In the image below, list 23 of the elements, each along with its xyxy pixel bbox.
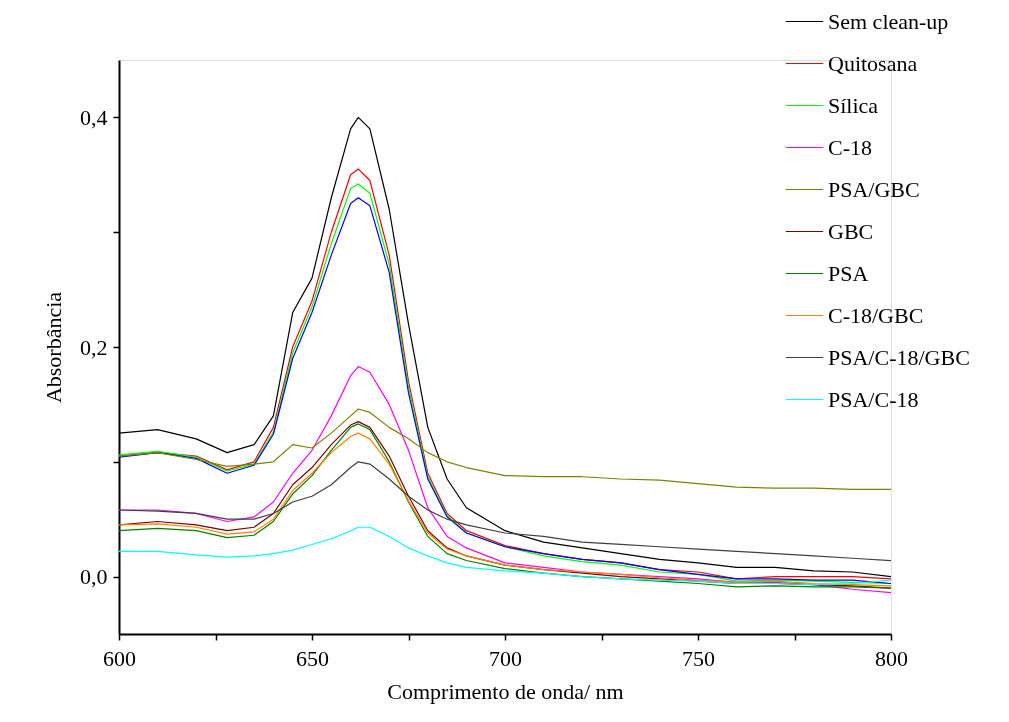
x-tick-label: 600 xyxy=(103,645,136,671)
y-axis-title: Absorbância xyxy=(41,291,66,404)
x-tick-label: 750 xyxy=(682,645,715,671)
x-tick-label: 700 xyxy=(489,645,522,671)
x-tick-label: 650 xyxy=(296,645,329,671)
y-tick-label: 0,2 xyxy=(80,334,108,360)
legend-label: Sílica xyxy=(828,92,879,118)
line-series xyxy=(119,408,891,490)
y-tick-label: 0,4 xyxy=(80,104,108,130)
legend-label: PSA/GBC xyxy=(828,176,920,202)
line-series xyxy=(119,461,891,562)
legend-label: GBC xyxy=(828,218,874,244)
legend-label: Quitosana xyxy=(828,50,918,76)
legend-label: Sem clean-up xyxy=(828,8,949,34)
legend-label: C-18/GBC xyxy=(828,302,924,328)
legend-label: PSA/C-18/GBC xyxy=(828,344,970,370)
x-axis-title: Comprimento de onda/ nm xyxy=(387,678,624,704)
x-tick-label: 800 xyxy=(875,645,908,671)
line-series xyxy=(119,526,891,586)
y-tick-label: 0,0 xyxy=(80,564,108,590)
legend-label: PSA xyxy=(828,260,869,286)
legend-label: PSA/C-18 xyxy=(828,386,919,412)
legend-label: C-18 xyxy=(828,134,872,160)
